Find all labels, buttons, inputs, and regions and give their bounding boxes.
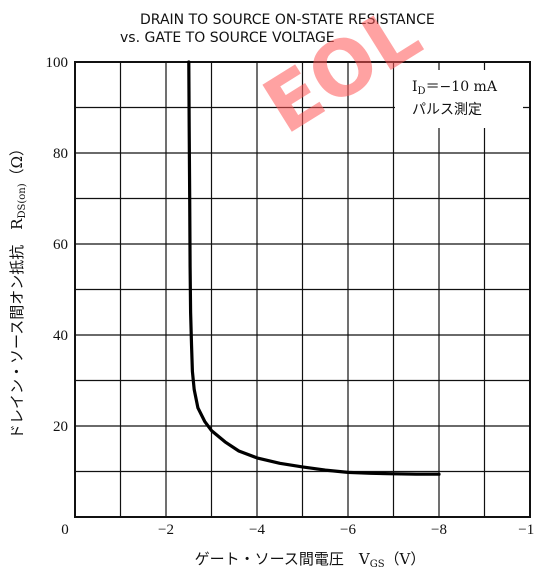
y-tick-label: 40 — [53, 328, 68, 344]
legend-backdrop — [395, 70, 523, 128]
y-tick-label: 60 — [53, 237, 68, 253]
annotation-box: ID＝−10 mA パルス測定 — [412, 79, 498, 118]
y-axis-label: ドレイン・ソース間オン抵抗 RDS(on)（Ω） — [8, 141, 28, 439]
y-tick-label: 20 — [53, 419, 68, 435]
x-tick-label: −2 — [158, 522, 174, 538]
x-tick-label: −10 — [518, 522, 534, 538]
x-tick-label: −6 — [340, 522, 356, 538]
grid — [75, 62, 530, 517]
annotation-current: ID＝−10 mA — [412, 79, 498, 97]
chart-title-line-2: vs. GATE TO SOURCE VOLTAGE — [120, 30, 335, 46]
annotation-pulse: パルス測定 — [412, 102, 482, 118]
x-tick-labels: 0 −2 −4 −6 −8 −10 — [61, 522, 534, 538]
y-tick-labels: 20 40 60 80 100 — [46, 55, 69, 435]
x-tick-label: −8 — [431, 522, 447, 538]
x-tick-label: −4 — [249, 522, 265, 538]
x-tick-label: 0 — [61, 522, 69, 538]
y-tick-label: 100 — [46, 55, 69, 71]
series-curve — [187, 60, 441, 476]
x-axis-label: ゲート・ソース間電圧 VGS（V） — [195, 550, 426, 570]
chart-title-line-1: DRAIN TO SOURCE ON-STATE RESISTANCE — [140, 12, 435, 28]
y-tick-label: 80 — [53, 146, 68, 162]
